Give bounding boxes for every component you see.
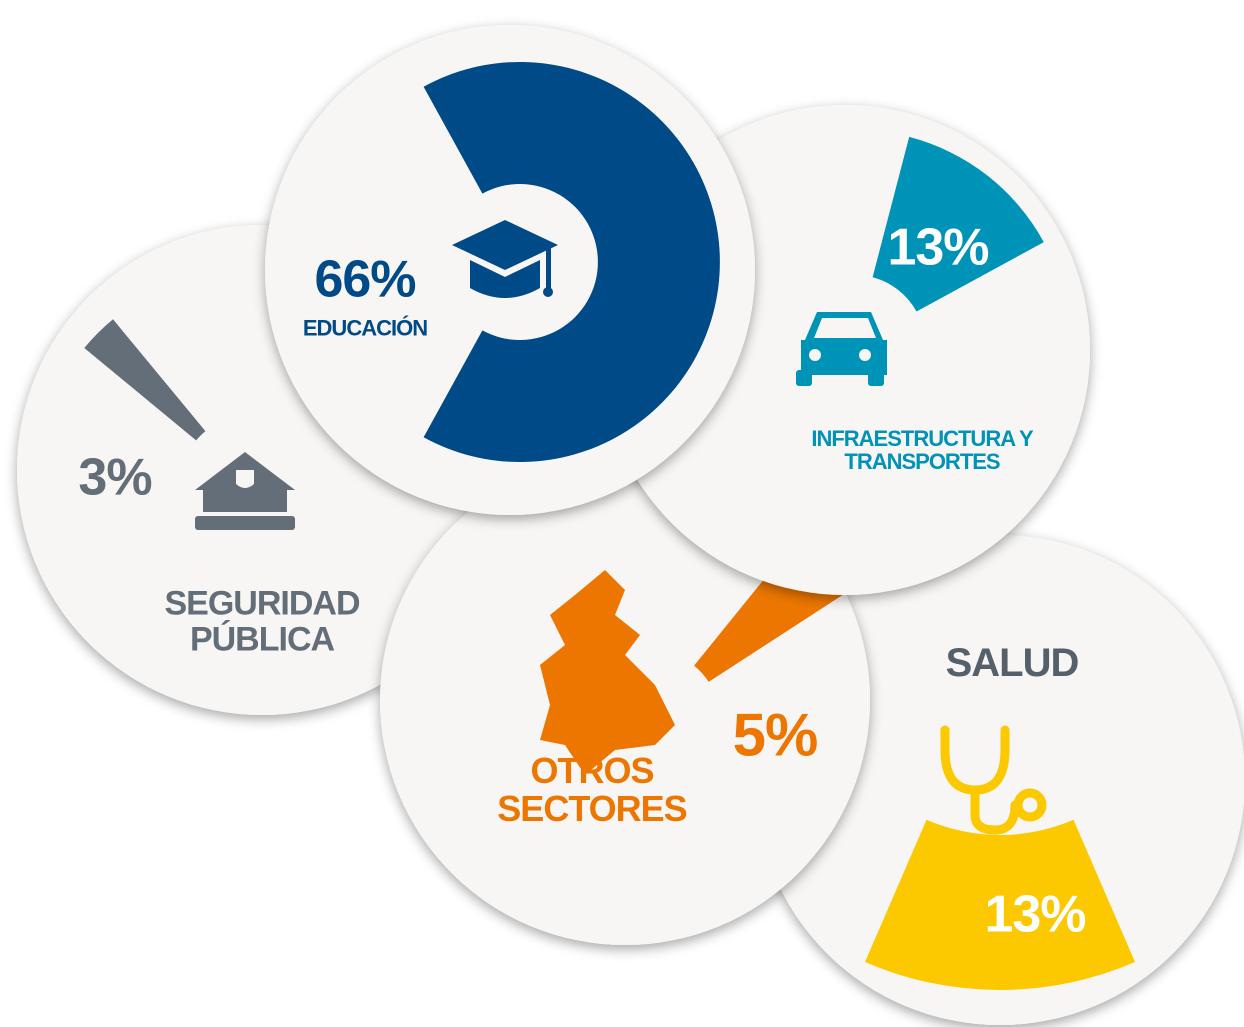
value-label: 66% <box>314 250 416 309</box>
value-label: 13% <box>887 218 989 277</box>
value-label: 3% <box>78 448 152 507</box>
wedge <box>84 319 206 441</box>
wedge <box>423 62 720 463</box>
category-label: INFRAESTRUCTURA Y TRANSPORTES <box>811 425 1033 474</box>
salud-group <box>755 535 1244 1025</box>
category-label: SEGURIDAD PÚBLICA <box>164 584 360 658</box>
category-label: SALUD <box>945 641 1080 685</box>
educacion-group <box>265 25 755 515</box>
category-label: EDUCACIÓN <box>302 315 428 341</box>
state-map-icon <box>540 570 675 775</box>
wedge <box>872 136 1044 312</box>
graduation-cap-icon <box>452 220 558 298</box>
car-icon <box>796 312 887 386</box>
police-cap-icon <box>195 452 295 530</box>
wedge <box>865 819 1135 990</box>
stethoscope-icon <box>940 725 1047 835</box>
value-label: 5% <box>732 701 819 769</box>
category-label: OTROS SECTORES <box>497 750 687 829</box>
value-label: 13% <box>984 885 1086 944</box>
